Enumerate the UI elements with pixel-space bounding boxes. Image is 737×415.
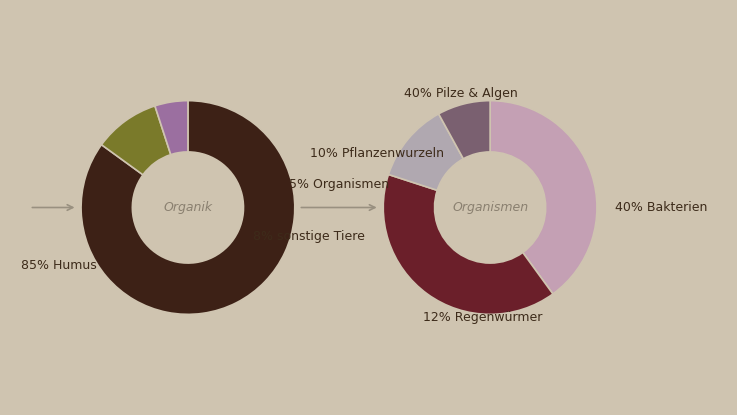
Text: Organik: Organik bbox=[164, 201, 212, 214]
Wedge shape bbox=[490, 100, 597, 294]
Wedge shape bbox=[388, 114, 464, 190]
Text: 5% Organismen: 5% Organismen bbox=[289, 178, 389, 191]
Wedge shape bbox=[383, 174, 553, 315]
Wedge shape bbox=[81, 100, 295, 315]
Wedge shape bbox=[155, 100, 188, 155]
Text: 10% Pflanzenwurzeln: 10% Pflanzenwurzeln bbox=[310, 147, 444, 160]
Text: 40% Pilze & Algen: 40% Pilze & Algen bbox=[404, 87, 517, 100]
Wedge shape bbox=[439, 100, 490, 159]
Text: 8% sonstige Tiere: 8% sonstige Tiere bbox=[253, 230, 365, 243]
Text: 40% Bakterien: 40% Bakterien bbox=[615, 201, 708, 214]
Text: 85% Humus: 85% Humus bbox=[21, 259, 97, 272]
Text: 12% Regenwürmer: 12% Regenwürmer bbox=[423, 311, 542, 324]
Wedge shape bbox=[102, 106, 171, 175]
Text: Organismen: Organismen bbox=[452, 201, 528, 214]
